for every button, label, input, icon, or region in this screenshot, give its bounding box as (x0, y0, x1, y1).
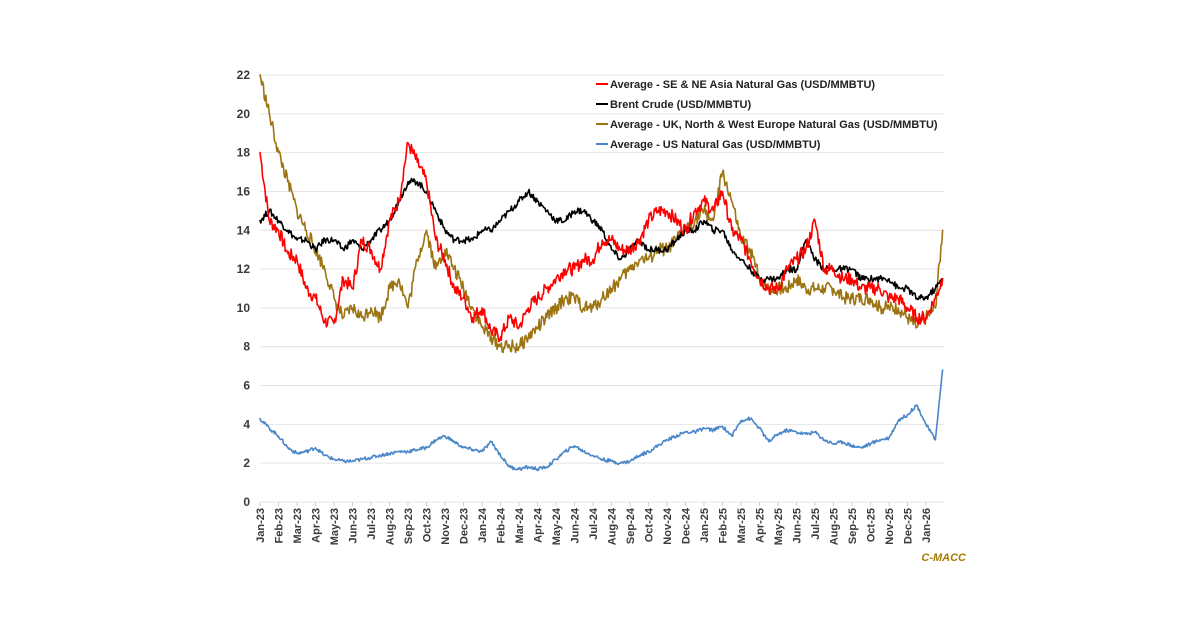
y-tick-label: 8 (243, 340, 250, 354)
x-tick-label: Apr-23 (311, 508, 323, 543)
y-tick-label: 4 (243, 417, 250, 431)
x-tick-label: Oct-25 (866, 508, 878, 542)
y-axis-ticks: 0 2 4 6 8 10 12 14 16 18 20 22 (237, 68, 251, 509)
x-tick-label: Sep-23 (403, 508, 415, 544)
gridlines (260, 74, 944, 503)
legend-item-asia-gas: Average - SE & NE Asia Natural Gas (USD/… (596, 79, 875, 91)
legend-label-europe-gas: Average - UK, North & West Europe Natura… (610, 119, 938, 131)
x-tick-label: Sep-25 (847, 508, 859, 544)
y-tick-label: 18 (237, 146, 251, 160)
x-tick-label: Aug-24 (607, 507, 619, 545)
legend: Average - SE & NE Asia Natural Gas (USD/… (596, 79, 938, 151)
x-tick-label: Apr-24 (533, 507, 545, 543)
y-tick-label: 22 (237, 68, 251, 82)
x-tick-label: Nov-24 (662, 507, 674, 545)
x-tick-label: Jan-25 (699, 508, 711, 543)
x-tick-label: Apr-25 (755, 508, 767, 543)
x-tick-label: Nov-23 (440, 508, 452, 545)
y-tick-label: 14 (237, 223, 251, 237)
legend-label-us-gas: Average - US Natural Gas (USD/MMBTU) (610, 139, 821, 151)
x-tick-label: May-25 (773, 508, 785, 545)
x-tick-label: Jan-23 (255, 508, 267, 543)
y-tick-label: 6 (243, 379, 250, 393)
x-tick-label: Oct-23 (422, 508, 434, 542)
series-lines (259, 74, 944, 472)
x-tick-label: Dec-24 (681, 507, 693, 544)
x-tick-label: Aug-23 (385, 508, 397, 545)
x-tick-label: Jun-24 (570, 507, 582, 543)
x-tick-label: Feb-23 (274, 508, 286, 543)
x-tick-label: Jun-23 (348, 508, 360, 543)
x-tick-label: Jan-24 (477, 507, 489, 543)
legend-item-us-gas: Average - US Natural Gas (USD/MMBTU) (596, 139, 821, 151)
series-europe-gas-line (259, 74, 944, 354)
x-tick-label: Jul-23 (366, 508, 378, 540)
series-us-gas-line (259, 369, 944, 472)
y-tick-label: 2 (243, 456, 250, 470)
x-tick-label: May-23 (329, 508, 341, 545)
y-tick-label: 10 (237, 301, 251, 315)
legend-item-brent: Brent Crude (USD/MMBTU) (596, 99, 751, 111)
y-tick-label: 12 (237, 262, 251, 276)
x-tick-label: Feb-24 (496, 507, 508, 543)
x-tick-label: Jan-26 (921, 508, 933, 543)
y-tick-label: 20 (237, 107, 251, 121)
y-tick-label: 16 (237, 184, 251, 198)
legend-label-asia-gas: Average - SE & NE Asia Natural Gas (USD/… (610, 79, 875, 91)
x-tick-label: Sep-24 (625, 507, 637, 544)
x-tick-label: Dec-23 (459, 508, 471, 544)
x-tick-label: Nov-25 (884, 508, 896, 545)
watermark-c-macc: C-MACC (921, 552, 967, 564)
x-axis-ticks: Jan-23 Feb-23 Mar-23 Apr-23 May-23 Jun-23 Jul-… (255, 502, 933, 545)
x-tick-label: Jul-24 (588, 507, 600, 540)
x-tick-label: Mar-23 (292, 508, 304, 543)
x-tick-label: May-24 (551, 507, 563, 545)
x-tick-label: Mar-25 (736, 508, 748, 543)
x-tick-label: Aug-25 (829, 508, 841, 545)
legend-item-europe-gas: Average - UK, North & West Europe Natura… (596, 119, 938, 131)
x-tick-label: Mar-24 (514, 507, 526, 543)
x-tick-label: Jul-25 (810, 508, 822, 540)
series-asia-gas-line (259, 141, 944, 343)
x-tick-label: Oct-24 (644, 507, 656, 542)
x-tick-label: Dec-25 (903, 508, 915, 544)
legend-label-brent: Brent Crude (USD/MMBTU) (610, 99, 751, 111)
x-tick-label: Jun-25 (792, 508, 804, 543)
y-tick-label: 0 (243, 495, 250, 509)
x-tick-label: Feb-25 (718, 508, 730, 543)
